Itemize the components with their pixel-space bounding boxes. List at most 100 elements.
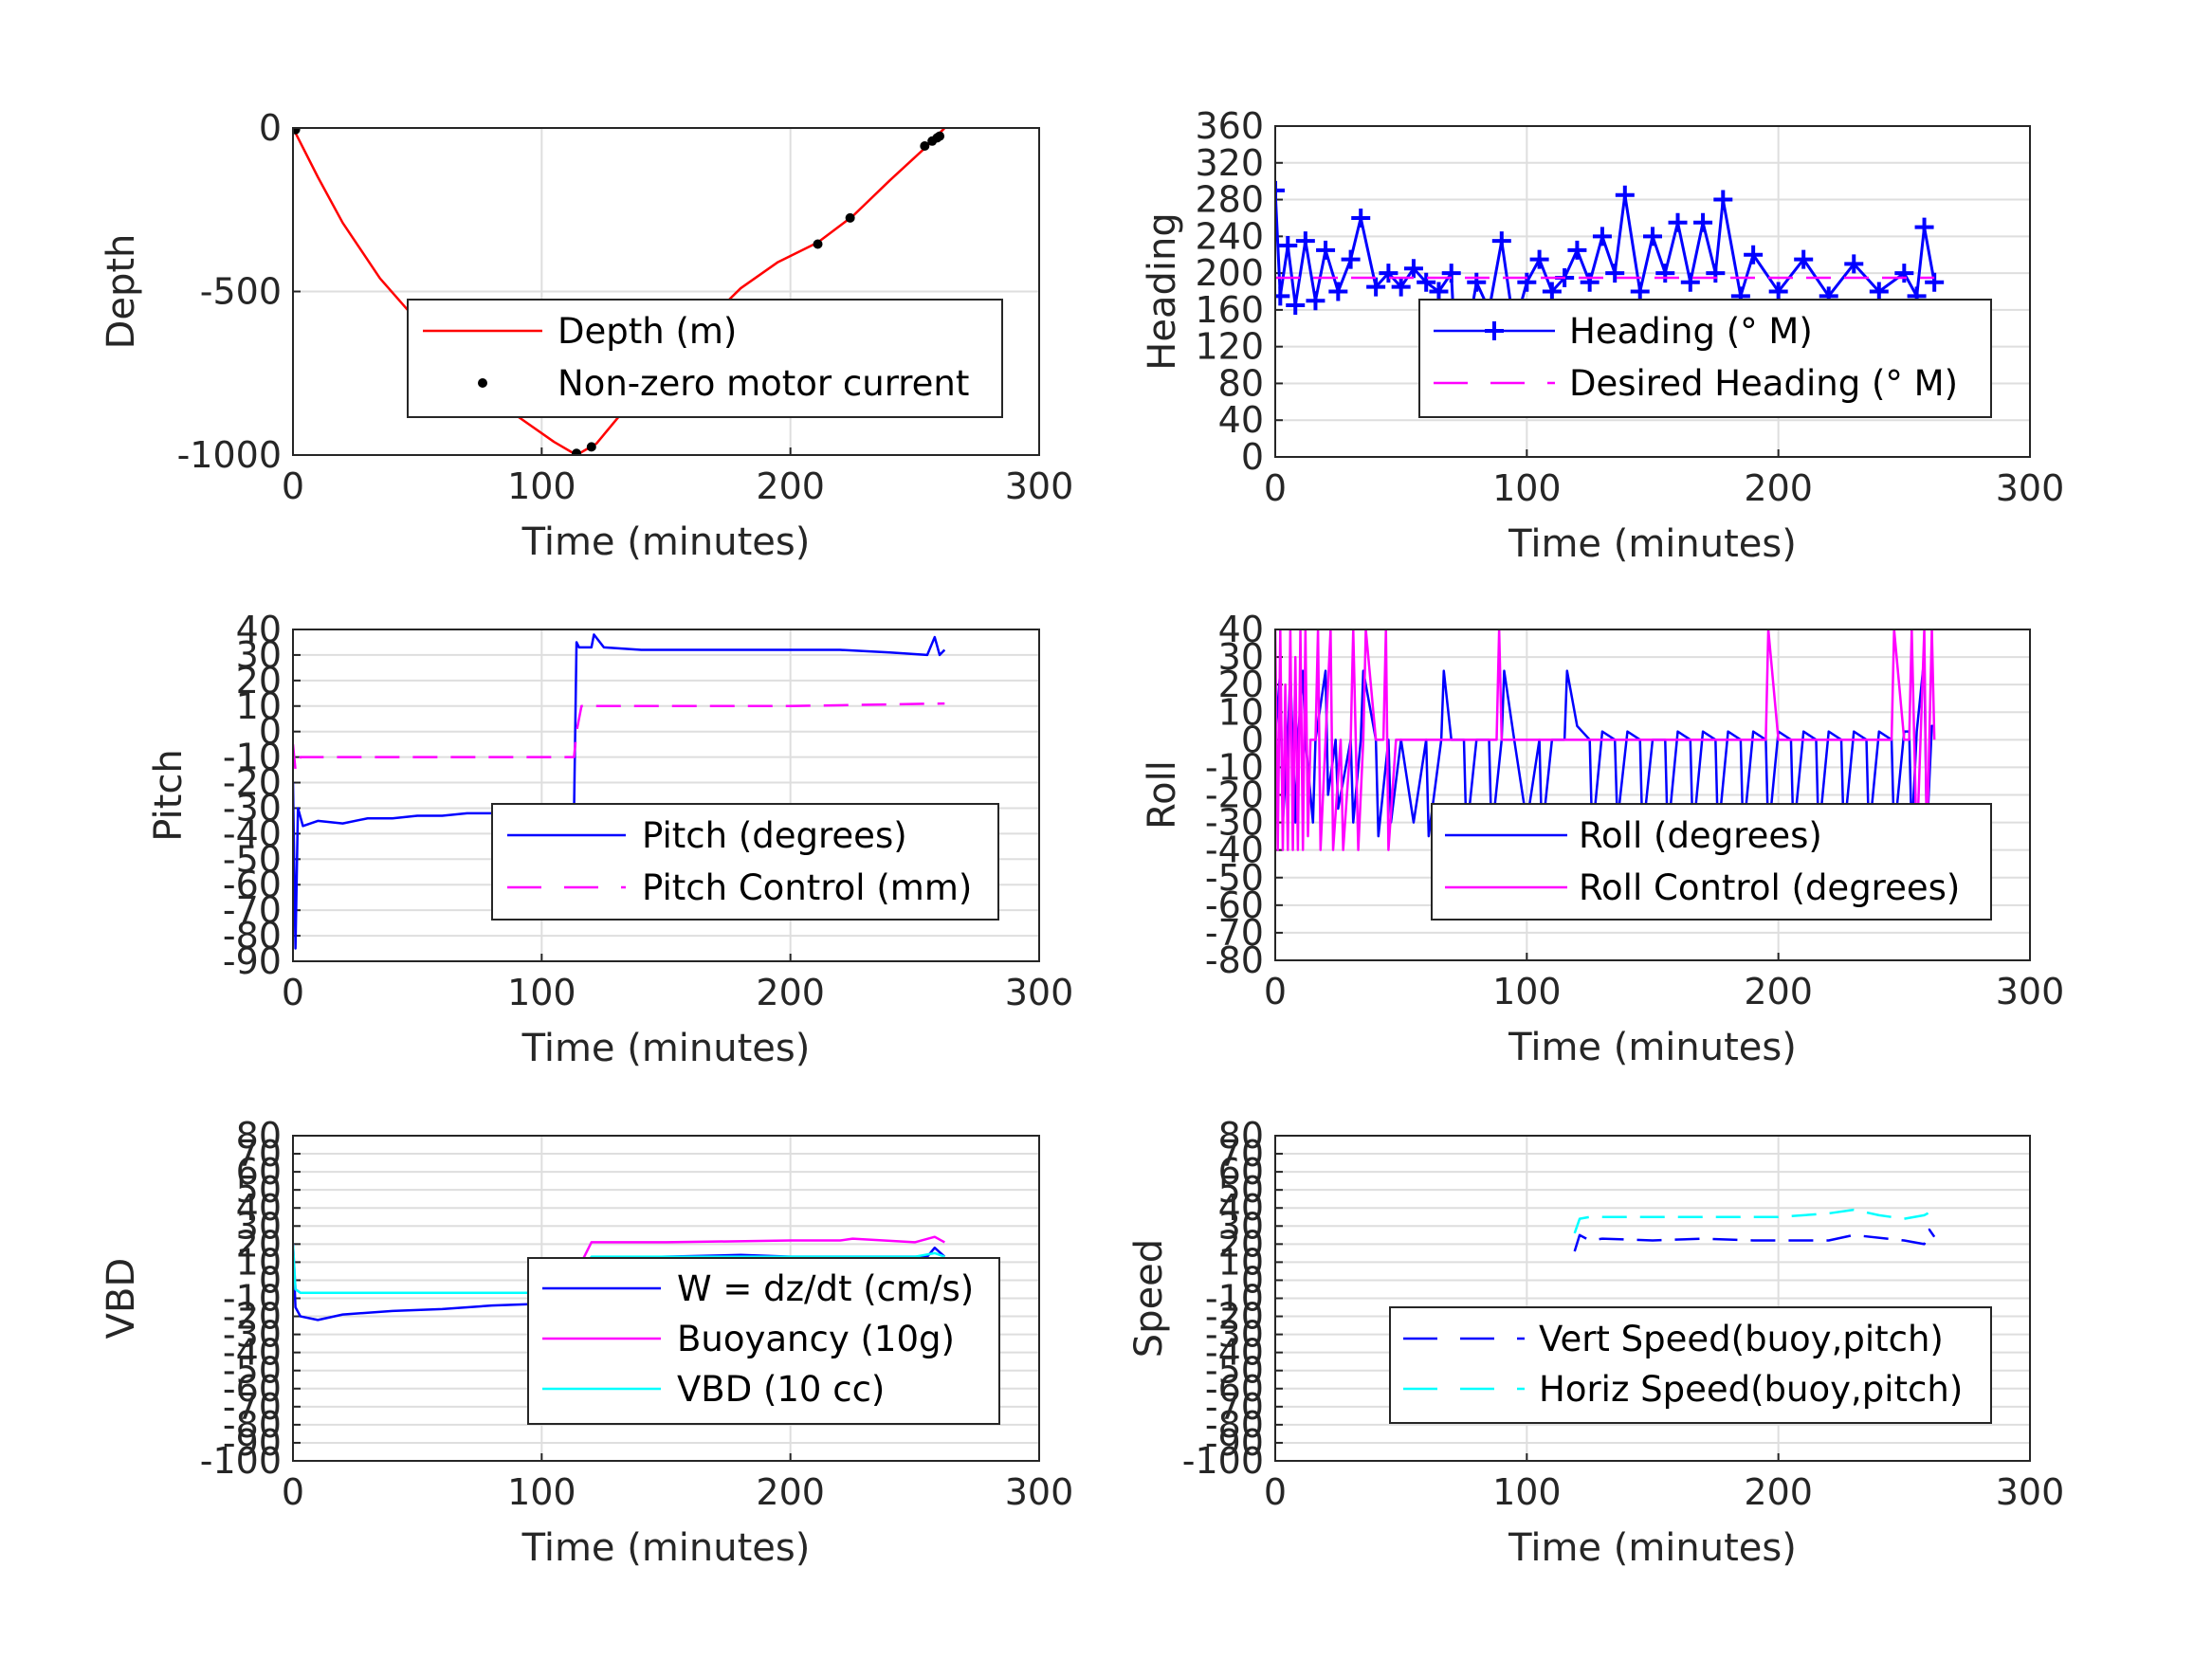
data-point [1275,286,1290,306]
x-tick-label: 300 [1005,1471,1074,1513]
data-point [845,212,855,223]
y-tick-label: 280 [1195,179,1264,221]
legend-box [1418,299,1992,418]
y-tick-label: 120 [1195,326,1264,368]
legend-entry: VBD (10 cc) [677,1369,885,1410]
axes-box [1274,125,2031,458]
x-tick-label: 300 [1005,465,1074,507]
legend-entry: Roll Control (degrees) [1579,867,1960,908]
y-tick-label: 70 [236,1133,282,1175]
legend: Roll (degrees) Roll Control (degrees) [1431,803,1992,921]
legend-swatch [478,378,487,388]
data-point [1403,259,1423,279]
data-point [1680,272,1700,292]
data-point [1794,249,1814,269]
data-point [1441,264,1461,283]
data-point [1316,240,1336,260]
data-point [1491,231,1511,251]
data-point [1567,240,1587,260]
y-tick-label: -70 [223,1386,282,1428]
x-tick-label: 200 [756,1471,825,1513]
y-tick-label: 30 [1218,1205,1264,1247]
data-point [935,131,945,141]
y-tick-label: -500 [200,271,282,313]
axes-box [292,629,1040,962]
y-tick-label: -80 [223,915,282,957]
y-tick-label: 10 [1218,691,1264,733]
y-tick-label: -60 [1205,884,1264,926]
series-horiz-speed-buoy-pitch [1573,1208,1935,1234]
y-tick-label: 0 [259,711,282,753]
y-tick-label: 30 [236,1205,282,1247]
legend-entry: Horiz Speed(buoy,pitch) [1539,1369,1963,1410]
y-tick-label: 40 [236,1187,282,1229]
data-point [572,448,582,455]
x-tick-label: 300 [1996,467,2065,509]
legend-entry: Desired Heading (° M) [1569,363,1958,404]
data-point [813,239,823,249]
x-tick-label: 300 [1996,971,2065,1012]
data-point [1869,282,1889,301]
x-tick-label: 0 [1264,467,1287,509]
y-axis-label: Heading [1141,212,1184,370]
data-point [1429,282,1449,301]
series-roll-control-degrees [1275,629,1936,851]
y-tick-label: -70 [1205,912,1264,954]
y-tick-label: 40 [1218,609,1264,650]
x-tick-label: 200 [756,972,825,1013]
legend-box [527,1257,1000,1425]
data-point [1341,249,1361,269]
y-tick-label: -20 [1205,1296,1264,1338]
legend-entry: Vert Speed(buoy,pitch) [1539,1319,1944,1359]
y-tick-label: -90 [1205,1422,1264,1464]
y-tick-label: -60 [223,864,282,905]
y-tick-label: 0 [1241,1259,1264,1301]
x-axis-label: Time (minutes) [1508,1526,1797,1570]
x-tick-label: 300 [1005,972,1074,1013]
legend-entry: Heading (° M) [1569,311,1813,352]
y-tick-label: 40 [1218,399,1264,441]
y-tick-label: 10 [1218,1241,1264,1283]
series-pitch-control-mm [293,702,945,772]
x-tick-label: 0 [282,465,304,507]
y-tick-label: 30 [1218,636,1264,678]
data-point [1391,277,1411,297]
y-tick-label: 40 [236,609,282,650]
chart-vbd: 0 100 200 30080706050403020100-10-20-30-40-… [100,1115,1073,1570]
y-tick-label: -80 [223,1404,282,1446]
y-tick-label: -40 [223,1332,282,1374]
y-tick-label: 30 [236,634,282,676]
data-point [1351,208,1371,228]
y-tick-label: 20 [236,1223,282,1265]
data-point [1295,231,1315,251]
y-tick-label: 0 [1241,436,1264,478]
data-point [1744,245,1764,264]
y-tick-label: 70 [1218,1133,1264,1175]
data-point [1668,212,1688,232]
data-point [1693,212,1713,232]
data-layer [293,128,946,455]
series-non-zero-motor-current [293,128,945,455]
y-tick-label: 80 [236,1115,282,1157]
y-tick-label: 80 [1218,362,1264,404]
data-point [293,128,301,135]
legend: W = dz/dt (cm/s) Buoyancy (10g) VBD (10 cc… [527,1257,1000,1425]
legend-box [491,803,999,921]
data-point [920,140,930,151]
x-tick-label: 200 [756,465,825,507]
data-point [1306,291,1325,311]
y-tick-label: 20 [1218,1223,1264,1265]
chart-speed: 0 100 200 30080706050403020100-10-20-30-40-… [1127,1115,2064,1570]
y-tick-label: -90 [223,940,282,982]
legend: Vert Speed(buoy,pitch) Horiz Speed(buoy,p… [1389,1306,1992,1424]
data-point [1615,185,1635,205]
y-axis-label: VBD [100,1258,143,1340]
x-axis-label: Time (minutes) [1508,1026,1797,1069]
x-axis-label: Time (minutes) [521,520,811,564]
data-point [1278,236,1298,256]
legend-entry: Depth (m) [558,311,737,352]
y-tick-label: 40 [1218,1187,1264,1229]
y-tick-label: 60 [236,1151,282,1193]
legend-marker [1485,321,1504,340]
data-point [1630,282,1650,301]
